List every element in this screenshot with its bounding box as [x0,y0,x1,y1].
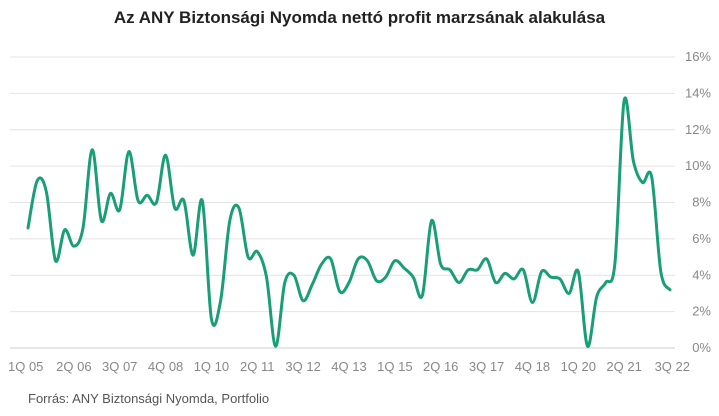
y-tick-label: 14% [685,85,711,100]
x-tick-label: 1Q 05 [8,359,43,374]
x-tick-label: 3Q 17 [469,359,504,374]
x-tick-label: 4Q 18 [515,359,550,374]
y-tick-label: 12% [685,122,711,137]
y-tick-label: 0% [692,340,711,355]
y-tick-label: 10% [685,158,711,173]
y-tick-label: 6% [692,231,711,246]
y-tick-label: 16% [685,49,711,64]
series-group [26,96,672,348]
x-tick-label: 2Q 16 [423,359,458,374]
x-tick-label: 3Q 07 [102,359,137,374]
x-tick-label: 1Q 10 [194,359,229,374]
x-axis-ticks: 1Q 05 2Q 06 3Q 07 4Q 08 1Q 10 2Q 11 3Q 12 4Q 13… [8,359,690,374]
x-tick-label: 3Q 22 [655,359,690,374]
x-tick-label: 1Q 15 [377,359,412,374]
y-tick-label: 2% [692,304,711,319]
y-tick-label: 4% [692,267,711,282]
x-tick-label: 3Q 12 [285,359,320,374]
series-line [26,96,672,348]
y-axis-ticks: 0% 2% 4% 6% 8% 10% 12% 14% 16% [685,49,711,355]
x-tick-label: 1Q 20 [561,359,596,374]
x-tick-label: 4Q 13 [331,359,366,374]
x-tick-label: 2Q 21 [606,359,641,374]
x-tick-label: 2Q 11 [240,359,274,374]
x-tick-label: 4Q 08 [148,359,183,374]
gridlines [10,56,675,349]
source-note: Forrás: ANY Biztonsági Nyomda, Portfolio [28,391,270,406]
y-tick-label: 8% [692,195,711,210]
x-tick-label: 2Q 06 [56,359,91,374]
chart-title: Az ANY Biztonsági Nyomda nettó profit ma… [113,8,606,27]
